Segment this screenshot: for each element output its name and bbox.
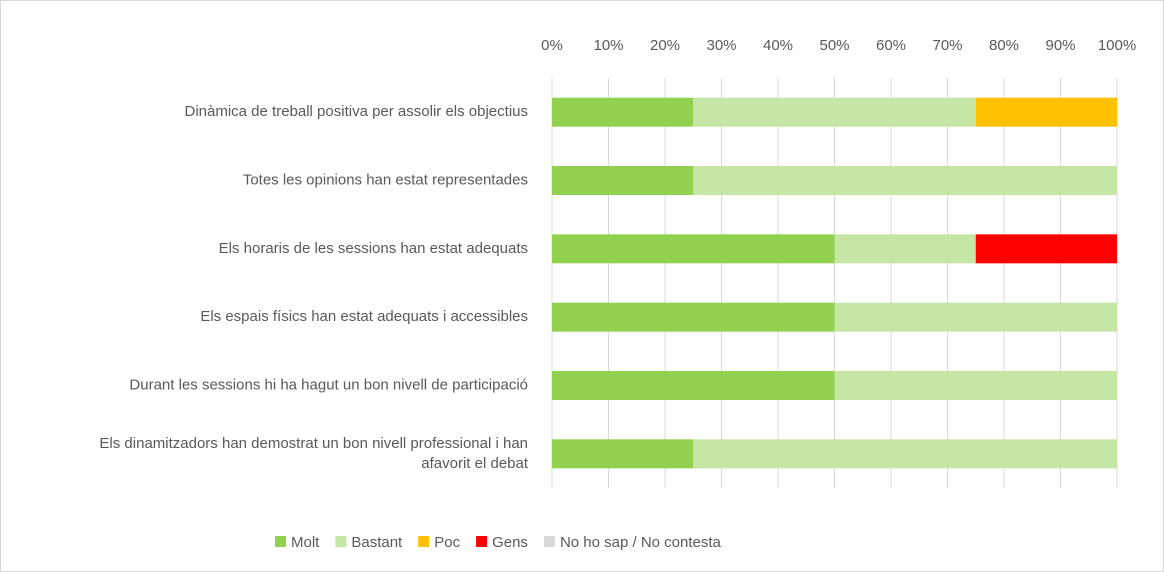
bar-segment xyxy=(552,97,694,127)
bar-segment xyxy=(693,166,1117,195)
legend-swatch xyxy=(275,536,286,547)
bar-segment xyxy=(693,439,1117,469)
bar-segment xyxy=(693,97,976,127)
x-tick-label: 90% xyxy=(1045,37,1075,54)
grid xyxy=(551,78,1118,488)
x-tick-label: 100% xyxy=(1098,37,1136,54)
bar-segment xyxy=(552,166,694,195)
legend-swatch xyxy=(543,536,555,547)
x-tick-label: 60% xyxy=(876,37,906,54)
x-tick-label: 80% xyxy=(989,37,1019,54)
x-tick-label: 50% xyxy=(819,37,849,54)
bar-segment xyxy=(834,371,1117,400)
bar-segment xyxy=(975,234,1117,264)
y-tick-label: Totes les opinions han estat representad… xyxy=(243,171,528,188)
x-tick-label: 0% xyxy=(541,37,563,54)
bar-segment xyxy=(552,439,694,469)
legend-label: No ho sap / No contesta xyxy=(560,534,722,551)
legend-swatch xyxy=(335,536,347,547)
x-tick-label: 30% xyxy=(706,37,736,54)
y-tick-label: Durant les sessions hi ha hagut un bon n… xyxy=(129,376,528,393)
bar-segment xyxy=(552,371,835,400)
legend-label: Gens xyxy=(492,534,528,551)
x-tick-label: 40% xyxy=(763,37,793,54)
y-tick-label: Els espais físics han estat adequats i a… xyxy=(200,308,528,325)
y-tick-label: Els dinamitzadors han demostrat un bon n… xyxy=(99,435,528,472)
y-tick-label: Dinàmica de treball positiva per assolir… xyxy=(185,103,529,120)
x-tick-label: 10% xyxy=(593,37,623,54)
legend-label: Bastant xyxy=(351,534,403,551)
bar-segment xyxy=(834,234,976,264)
x-tick-label: 70% xyxy=(932,37,962,54)
bar-segment xyxy=(552,234,835,264)
legend-swatch xyxy=(418,536,430,547)
bar-segment xyxy=(834,302,1117,332)
bar-segment xyxy=(552,302,835,332)
legend-swatch xyxy=(476,536,488,547)
bar-segment xyxy=(975,97,1117,127)
y-tick-label: Els horaris de les sessions han estat ad… xyxy=(219,240,528,257)
x-tick-label: 20% xyxy=(650,37,680,54)
legend-label: Poc xyxy=(434,534,460,551)
legend-label: Molt xyxy=(291,534,320,551)
